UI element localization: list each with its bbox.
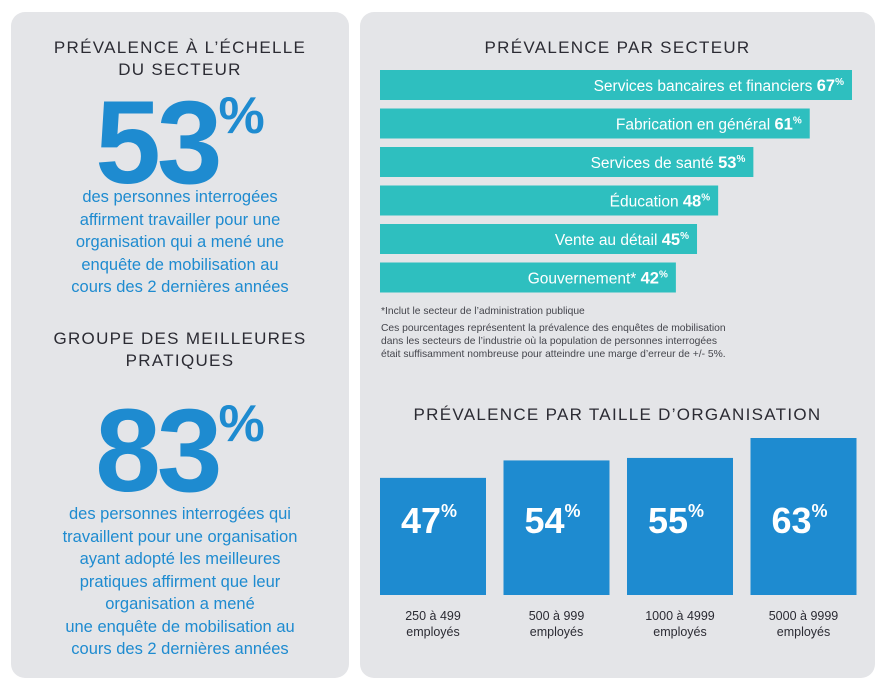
- sector-value: 67: [817, 77, 835, 95]
- size-bar: [503, 460, 610, 595]
- stat-53-caption: des personnes interrogées affirment trav…: [11, 186, 349, 299]
- size-percent-sign: %: [441, 501, 457, 521]
- caption-line: cours des 2 dernières années: [71, 278, 289, 296]
- heading-line: DU SECTEUR: [118, 60, 242, 79]
- size-bar: [750, 438, 857, 595]
- size-percent-sign: %: [688, 501, 704, 521]
- sector-name: Services de santé: [591, 155, 719, 172]
- caption-line: enquête de mobilisation au: [81, 255, 279, 274]
- sector-bar: [380, 70, 852, 100]
- sector-percent-sign: %: [736, 154, 745, 165]
- stat-percent-sign: %: [218, 87, 265, 145]
- size-category-label-line: 500 à 999: [528, 609, 585, 623]
- caption-line: pratiques affirment que leur: [79, 572, 281, 591]
- size-category-label: 250 à 499 employés: [380, 608, 486, 640]
- size-category-label: 5000 à 9999 employés: [751, 608, 857, 640]
- sector-percent-sign: %: [659, 270, 668, 281]
- footnote-line: était suffisamment nombreuse pour attein…: [381, 349, 726, 360]
- size-percent-sign: %: [812, 501, 828, 521]
- stat-53-percent: 53%: [11, 84, 349, 202]
- sector-name: Gouvernement*: [528, 271, 641, 288]
- caption-line: cours des 2 dernières années: [71, 640, 289, 658]
- sector-prevalence-heading: PRÉVALENCE À L’ÉCHELLE DU SECTEUR: [11, 37, 349, 81]
- size-category-label-line: employés: [776, 625, 831, 639]
- caption-line: travaillent pour une organisation: [62, 527, 298, 546]
- size-category-label-line: 250 à 499: [405, 609, 461, 623]
- caption-line: des personnes interrogées: [82, 188, 278, 206]
- size-category-label-line: employés: [406, 625, 460, 639]
- sector-bar: [380, 224, 698, 254]
- size-value: 47: [401, 500, 441, 541]
- size-bar-value: 63%: [771, 500, 827, 541]
- caption-line: affirment travailler pour une: [79, 210, 281, 229]
- sector-name: Éducation: [610, 194, 683, 211]
- caption-line: organisation qui a mené une: [75, 233, 285, 251]
- sector-bar-label: Éducation 48%: [610, 193, 711, 211]
- sector-value: 48: [683, 193, 701, 211]
- sector-bar: [380, 262, 676, 293]
- sector-percent-sign: %: [793, 116, 802, 127]
- size-value: 63: [771, 500, 811, 541]
- sector-bar-label: Vente au détail 45%: [555, 231, 689, 249]
- sector-bar-label: Fabrication en général 61%: [616, 116, 802, 134]
- size-category-label: 500 à 999 employés: [504, 608, 610, 640]
- sector-percent-sign: %: [835, 77, 844, 88]
- sector-bar-label: Services de santé 53%: [591, 154, 746, 172]
- size-bar-value: 47%: [401, 500, 457, 541]
- heading-line: PRÉVALENCE À L’ÉCHELLE: [53, 38, 307, 57]
- size-category-label-line: employés: [529, 625, 584, 639]
- sector-name: Fabrication en général: [616, 117, 775, 134]
- sector-percent-sign: %: [680, 231, 689, 242]
- caption-line: une enquête de mobilisation au: [65, 617, 295, 636]
- sector-bar-chart: Services bancaires et financiers 67%Fabr…: [380, 70, 852, 293]
- sector-chart-title: PRÉVALENCE PAR SECTEUR: [484, 38, 751, 57]
- size-bar-value: 54%: [524, 500, 580, 541]
- heading-line: PRATIQUES: [125, 351, 235, 370]
- left-panel: [11, 12, 349, 678]
- size-value: 55: [648, 500, 688, 541]
- stat-83-caption: des personnes interrogées qui travaillen…: [11, 503, 349, 661]
- stat-percent-sign: %: [218, 395, 265, 453]
- sector-value: 42: [641, 270, 659, 288]
- sector-value: 53: [718, 154, 736, 172]
- footnote-line: Ces pourcentages représentent la prévale…: [381, 323, 726, 334]
- size-bar-value: 55%: [648, 500, 704, 541]
- heading-line: GROUPE DES MEILLEURES: [53, 329, 307, 348]
- footnote-methodology: Ces pourcentages représentent la prévale…: [381, 322, 726, 361]
- sector-bar: [380, 147, 754, 177]
- sector-value: 45: [662, 231, 680, 249]
- size-bar-chart: 47% 54% 55% 63%: [380, 438, 857, 595]
- size-category-label-line: 1000 à 4999: [645, 609, 715, 623]
- sector-name: Services bancaires et financiers: [594, 78, 817, 95]
- stat-83-percent: 83%: [11, 392, 349, 510]
- caption-line: des personnes interrogées qui: [69, 505, 291, 523]
- sector-bar-label: Services bancaires et financiers 67%: [594, 77, 845, 95]
- size-category-label: 1000 à 4999 employés: [627, 608, 733, 640]
- sector-name: Vente au détail: [555, 232, 662, 249]
- size-percent-sign: %: [565, 501, 581, 521]
- size-bar: [627, 457, 733, 595]
- footnote-government: *Inclut le secteur de l’administration p…: [381, 306, 585, 317]
- caption-line: ayant adopté les meilleures: [79, 550, 281, 568]
- sector-bar: [380, 108, 810, 139]
- sector-bar-label: Gouvernement* 42%: [528, 270, 668, 288]
- size-category-label-line: employés: [653, 625, 707, 639]
- stat-number: 53: [95, 77, 222, 209]
- best-practices-heading: GROUPE DES MEILLEURES PRATIQUES: [11, 328, 349, 372]
- size-category-label-line: 5000 à 9999: [768, 609, 839, 623]
- sector-value: 61: [774, 116, 792, 134]
- size-bar: [380, 477, 486, 595]
- size-chart-title: PRÉVALENCE PAR TAILLE D’ORGANISATION: [413, 405, 822, 424]
- stat-number: 83: [95, 385, 222, 517]
- size-value: 54: [524, 500, 564, 541]
- footnote-line: dans les secteurs de l’industrie où la p…: [381, 336, 718, 347]
- sector-bar: [380, 185, 719, 216]
- caption-line: organisation a mené: [105, 595, 255, 613]
- sector-percent-sign: %: [701, 193, 710, 204]
